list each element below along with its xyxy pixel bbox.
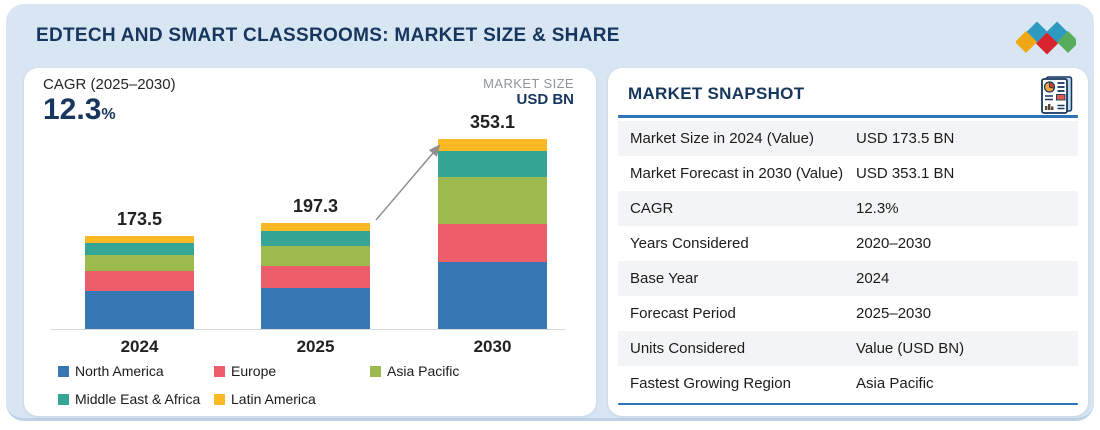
- x-axis-tick-label: 2024: [120, 337, 159, 356]
- legend-swatch-icon: [214, 393, 225, 405]
- legend-swatch-icon: [214, 365, 225, 377]
- snapshot-row-value: USD 173.5 BN: [856, 130, 955, 147]
- snapshot-row-base-year: Base Year 2024: [618, 261, 1078, 296]
- snapshot-row-label: Fastest Growing Region: [630, 375, 791, 392]
- cagr-block: CAGR (2025–2030) 12.3%: [43, 76, 176, 126]
- logo-diamonds: [1016, 21, 1076, 55]
- bar-segment-latin-america: [261, 222, 370, 232]
- snapshot-row-label: Market Size in 2024 (Value): [630, 130, 814, 147]
- infographic-canvas: EDTECH AND SMART CLASSROOMS: MARKET SIZE…: [6, 4, 1094, 421]
- bar-2025: [261, 222, 370, 329]
- snapshot-row-value: 2020–2030: [856, 235, 932, 252]
- snapshot-row-value: Asia Pacific: [856, 375, 934, 392]
- snapshot-row-label: Base Year: [630, 270, 699, 287]
- snapshot-row-market-forecast-in-2030-value-: Market Forecast in 2030 (Value) USD 353.1…: [618, 156, 1078, 191]
- legend-item-asia-pacific: Asia Pacific: [370, 363, 459, 379]
- snapshot-row-value: 2025–2030: [856, 305, 932, 322]
- snapshot-row-label: Units Considered: [630, 340, 746, 357]
- snapshot-row-label: Years Considered: [630, 235, 749, 252]
- snapshot-row-label: CAGR: [630, 200, 674, 217]
- snapshot-row-value: Value (USD BN): [856, 340, 965, 357]
- bar-segment-asia-pacific: [85, 255, 194, 272]
- bar-total-label: 197.3: [292, 195, 339, 216]
- snapshot-row-fastest-growing-region: Fastest Growing Region Asia Pacific: [618, 366, 1078, 401]
- market-snapshot-panel: MARKET SNAPSHOT Market Size in 2024 (Val…: [608, 68, 1088, 416]
- cagr-percent-sign: %: [101, 106, 116, 123]
- snapshot-row-value: 2024: [856, 270, 890, 287]
- legend-row: Middle East & Africa Latin America: [58, 385, 459, 413]
- bar-segment-middle-east-africa: [438, 151, 547, 178]
- bar-segment-north-america: [85, 291, 194, 329]
- bar-segment-middle-east-africa: [85, 242, 194, 256]
- snapshot-row-label: Forecast Period: [630, 305, 736, 322]
- bar-segment-latin-america: [85, 235, 194, 243]
- bar-segment-europe: [85, 271, 194, 292]
- snapshot-row-years-considered: Years Considered 2020–2030: [618, 226, 1078, 261]
- bar-segment-north-america: [261, 288, 370, 329]
- legend-label: Latin America: [231, 391, 316, 407]
- bar-segment-europe: [438, 224, 547, 263]
- snapshot-bottom-divider: [618, 403, 1078, 405]
- snapshot-row-label: Market Forecast in 2030 (Value): [630, 165, 844, 182]
- stacked-bar-chart: 173.5 2024 197.3 2025 353.1 2030: [24, 68, 596, 416]
- snapshot-row-units-considered: Units Considered Value (USD BN): [618, 331, 1078, 366]
- bar-2024: [85, 235, 194, 329]
- legend-label: Europe: [231, 363, 277, 379]
- bar-segment-asia-pacific: [261, 245, 370, 267]
- cagr-label: CAGR (2025–2030): [43, 76, 176, 93]
- bar-segment-latin-america: [438, 139, 547, 152]
- snapshot-row-value: 12.3%: [856, 200, 899, 217]
- x-axis-line: [50, 329, 566, 330]
- page-title: EDTECH AND SMART CLASSROOMS: MARKET SIZE…: [36, 25, 620, 46]
- market-size-axis-label: MARKET SIZE USD BN: [483, 76, 574, 108]
- legend-swatch-icon: [370, 365, 381, 377]
- bar-total-label: 173.5: [116, 208, 163, 229]
- legend-row: North America Europe Asia Pacific: [58, 357, 459, 385]
- legend-label: Asia Pacific: [387, 363, 460, 379]
- cagr-value: 12.3%: [43, 93, 116, 126]
- bar-segment-middle-east-africa: [261, 231, 370, 246]
- bar-2030: [438, 139, 547, 329]
- snapshot-row-market-size-in-2024-value-: Market Size in 2024 (Value) USD 173.5 BN: [618, 121, 1078, 156]
- legend-item-europe: Europe: [214, 363, 370, 379]
- brand-logo-icon: [1016, 21, 1076, 55]
- bar-segment-north-america: [438, 262, 547, 329]
- report-icon: [1041, 76, 1073, 114]
- legend-label: North America: [75, 363, 164, 379]
- bar-segment-europe: [261, 266, 370, 289]
- x-axis-tick-label: 2025: [296, 337, 335, 356]
- legend-item-north-america: North America: [58, 363, 214, 379]
- legend-label: Middle East & Africa: [75, 391, 201, 407]
- legend-swatch-icon: [58, 365, 69, 377]
- x-axis-tick-label: 2030: [473, 337, 512, 356]
- chart-legend: North America Europe Asia Pacific Middle Ea…: [58, 357, 459, 413]
- snapshot-row-cagr: CAGR 12.3%: [618, 191, 1078, 226]
- snapshot-row-forecast-period: Forecast Period 2025–2030: [618, 296, 1078, 331]
- bar-total-label: 353.1: [469, 112, 516, 133]
- market-size-label: MARKET SIZE: [483, 76, 574, 91]
- market-size-unit: USD BN: [516, 91, 574, 108]
- snapshot-title: MARKET SNAPSHOT: [628, 84, 805, 103]
- bar-segment-asia-pacific: [438, 177, 547, 225]
- chart-panel: CAGR (2025–2030) 12.3% MARKET SIZE USD B…: [24, 68, 596, 416]
- snapshot-row-value: USD 353.1 BN: [856, 165, 955, 182]
- snapshot-top-divider: [618, 115, 1078, 118]
- legend-item-latin-america: Latin America: [214, 391, 316, 407]
- legend-item-middle-east-africa: Middle East & Africa: [58, 391, 214, 407]
- legend-swatch-icon: [58, 393, 69, 405]
- snapshot-table: Market Size in 2024 (Value) USD 173.5 BN M…: [618, 121, 1078, 401]
